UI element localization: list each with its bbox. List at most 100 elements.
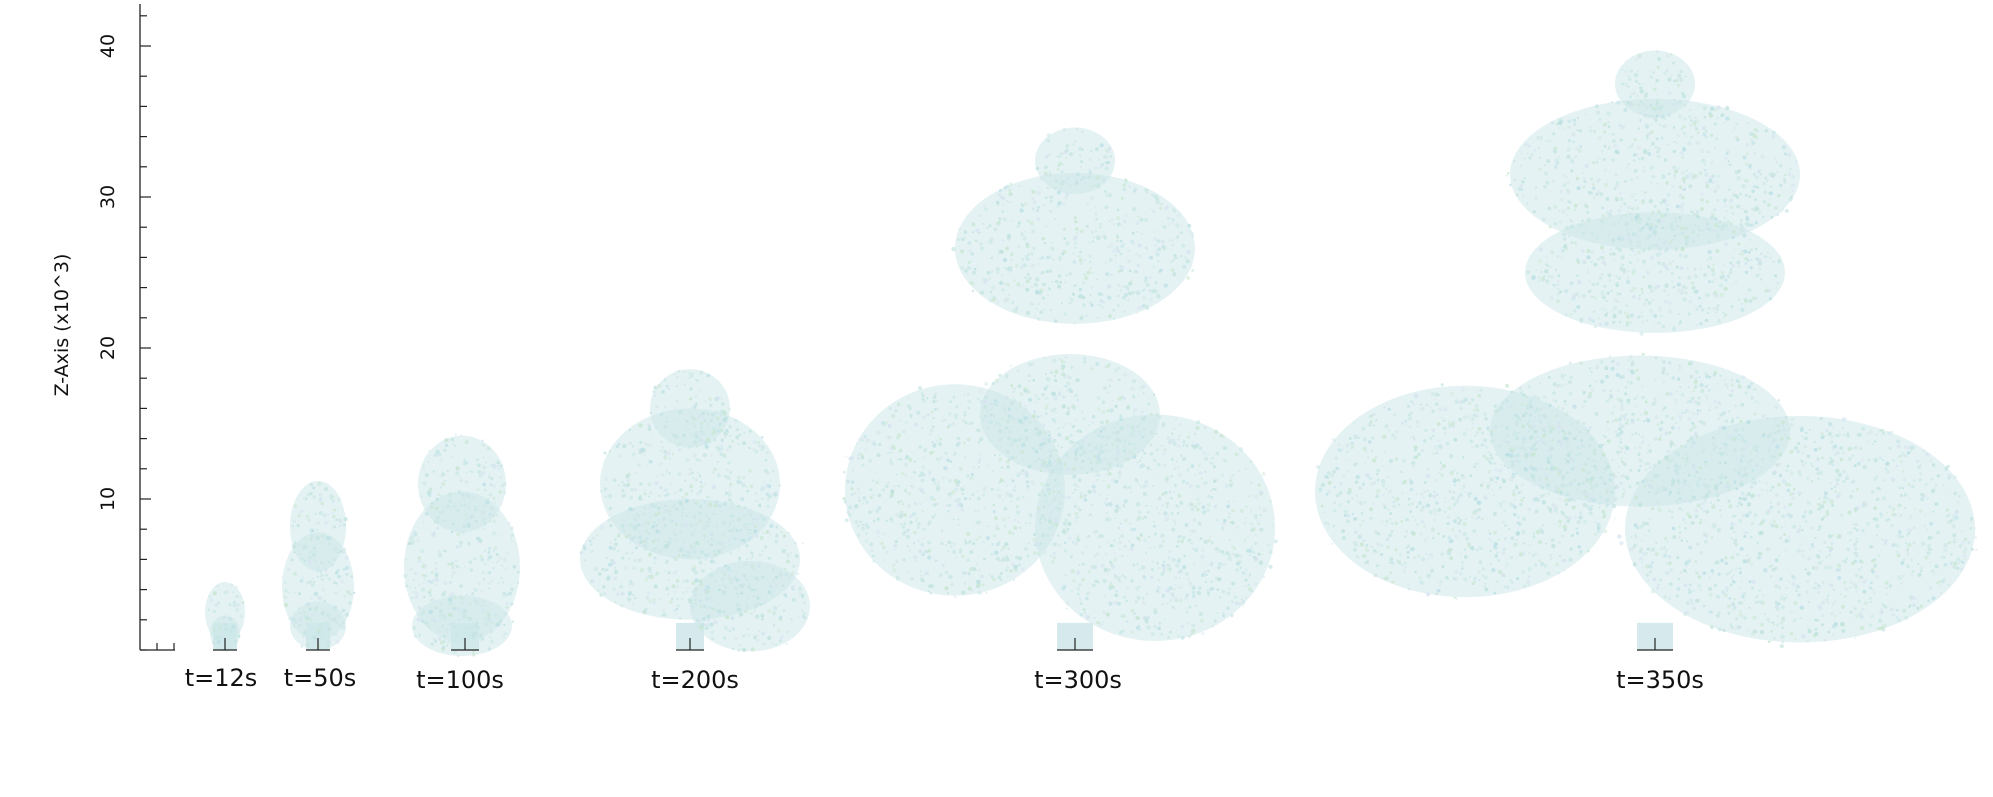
plume-particle (695, 402, 698, 405)
plume-particle (961, 590, 967, 595)
plume-particle (216, 640, 221, 645)
plume-particle (333, 508, 336, 512)
plume-particle (1112, 249, 1116, 254)
plume-particle (1731, 230, 1737, 235)
plume-particle (1088, 514, 1091, 517)
plume-particle (993, 453, 997, 457)
plume-particle (1619, 205, 1622, 208)
plume-particle (891, 452, 893, 454)
plume-particle (927, 590, 930, 593)
plume-particle (1063, 530, 1068, 535)
plume-particle (1220, 473, 1225, 477)
plume-particle (1204, 456, 1209, 461)
plume-particle (941, 419, 945, 423)
plume-particle (685, 457, 690, 462)
plume-particle (1147, 511, 1150, 514)
plume-particle (755, 614, 760, 619)
plume-particle (1039, 442, 1043, 447)
plume-particle (870, 549, 874, 552)
plume-particle (1689, 123, 1693, 127)
plume-particle (1122, 226, 1125, 229)
plume-particle (1040, 414, 1043, 418)
plume-particle (437, 637, 442, 641)
plume-particle (654, 480, 659, 486)
plume-particle (510, 533, 515, 537)
plume-particle (1132, 395, 1136, 399)
plume-particle (1680, 208, 1684, 212)
plume-particle (1663, 213, 1669, 218)
plume-particle (902, 430, 906, 434)
plume-particle (1573, 122, 1577, 126)
plume-particle (1137, 515, 1142, 520)
plume-particle (933, 481, 937, 485)
plume-particle (850, 480, 855, 484)
plume-particle (1134, 269, 1138, 274)
plume-particle (1674, 101, 1679, 105)
plume-particle (1036, 415, 1040, 419)
plume-particle (1176, 540, 1180, 543)
plume-particle (986, 525, 989, 528)
plume-particle (1590, 177, 1594, 181)
plume-particle (728, 425, 732, 429)
plume-particle (1000, 273, 1004, 277)
plume-particle (1638, 294, 1641, 297)
plume-particle (1558, 156, 1561, 159)
plume-particle (1054, 217, 1057, 220)
plume-particle (897, 458, 900, 461)
plume-particle (1194, 505, 1198, 508)
plume-particle (1528, 156, 1532, 160)
plume-particle (1117, 471, 1122, 476)
plume-particle (685, 550, 690, 555)
plume-particle (1536, 135, 1541, 140)
plume-particle (1227, 515, 1231, 519)
plume-particle (447, 640, 450, 644)
plume-particle (1060, 169, 1064, 174)
plume-particle (742, 476, 746, 479)
plume-particle (1231, 545, 1234, 548)
plume-particle (307, 518, 311, 522)
plume-particle (1041, 236, 1045, 241)
plume-particle (1130, 543, 1135, 548)
plume-particle (614, 566, 617, 570)
plume-particle (1138, 217, 1144, 222)
plume-particle (1065, 601, 1070, 606)
plume-particle (1674, 249, 1677, 252)
plume-particle (460, 596, 465, 601)
plume-particle (1064, 384, 1068, 388)
plume-particle (305, 602, 309, 606)
plume-particle (1026, 272, 1030, 276)
plume-particle (1199, 524, 1202, 527)
plume-particle (602, 567, 607, 572)
plume-particle (875, 471, 878, 474)
plume-particle (1025, 287, 1030, 292)
plume-particle (1157, 566, 1161, 571)
plume-particle (659, 532, 662, 535)
plume-particle (1068, 302, 1071, 305)
plume-particle (716, 460, 719, 464)
plume-particle (1609, 209, 1613, 213)
plume-particle (598, 572, 602, 576)
plume-particle (1634, 253, 1637, 256)
plume-particle (487, 615, 491, 620)
plume-particle (454, 633, 459, 637)
plume-particle (1134, 435, 1137, 438)
plume-particle (1632, 234, 1635, 237)
plume-particle (1030, 286, 1034, 289)
plume-particle (1726, 148, 1731, 154)
plume-particle (1774, 274, 1778, 278)
plume-particle (1103, 595, 1106, 598)
plume-particle (932, 399, 936, 404)
plume-particle (786, 630, 789, 634)
plume-particle (1681, 195, 1685, 200)
plume-particle (481, 637, 485, 641)
plume-particle (290, 558, 294, 562)
plume-particle (1076, 485, 1079, 488)
plume-particle (416, 617, 421, 622)
plume-particle (1052, 556, 1056, 560)
plume-particle (454, 625, 458, 628)
plume-particle (959, 401, 962, 405)
plume-particle (934, 559, 938, 562)
plume-particle (469, 568, 474, 572)
plume-particle (1162, 566, 1166, 571)
plume-particle (1030, 263, 1035, 268)
